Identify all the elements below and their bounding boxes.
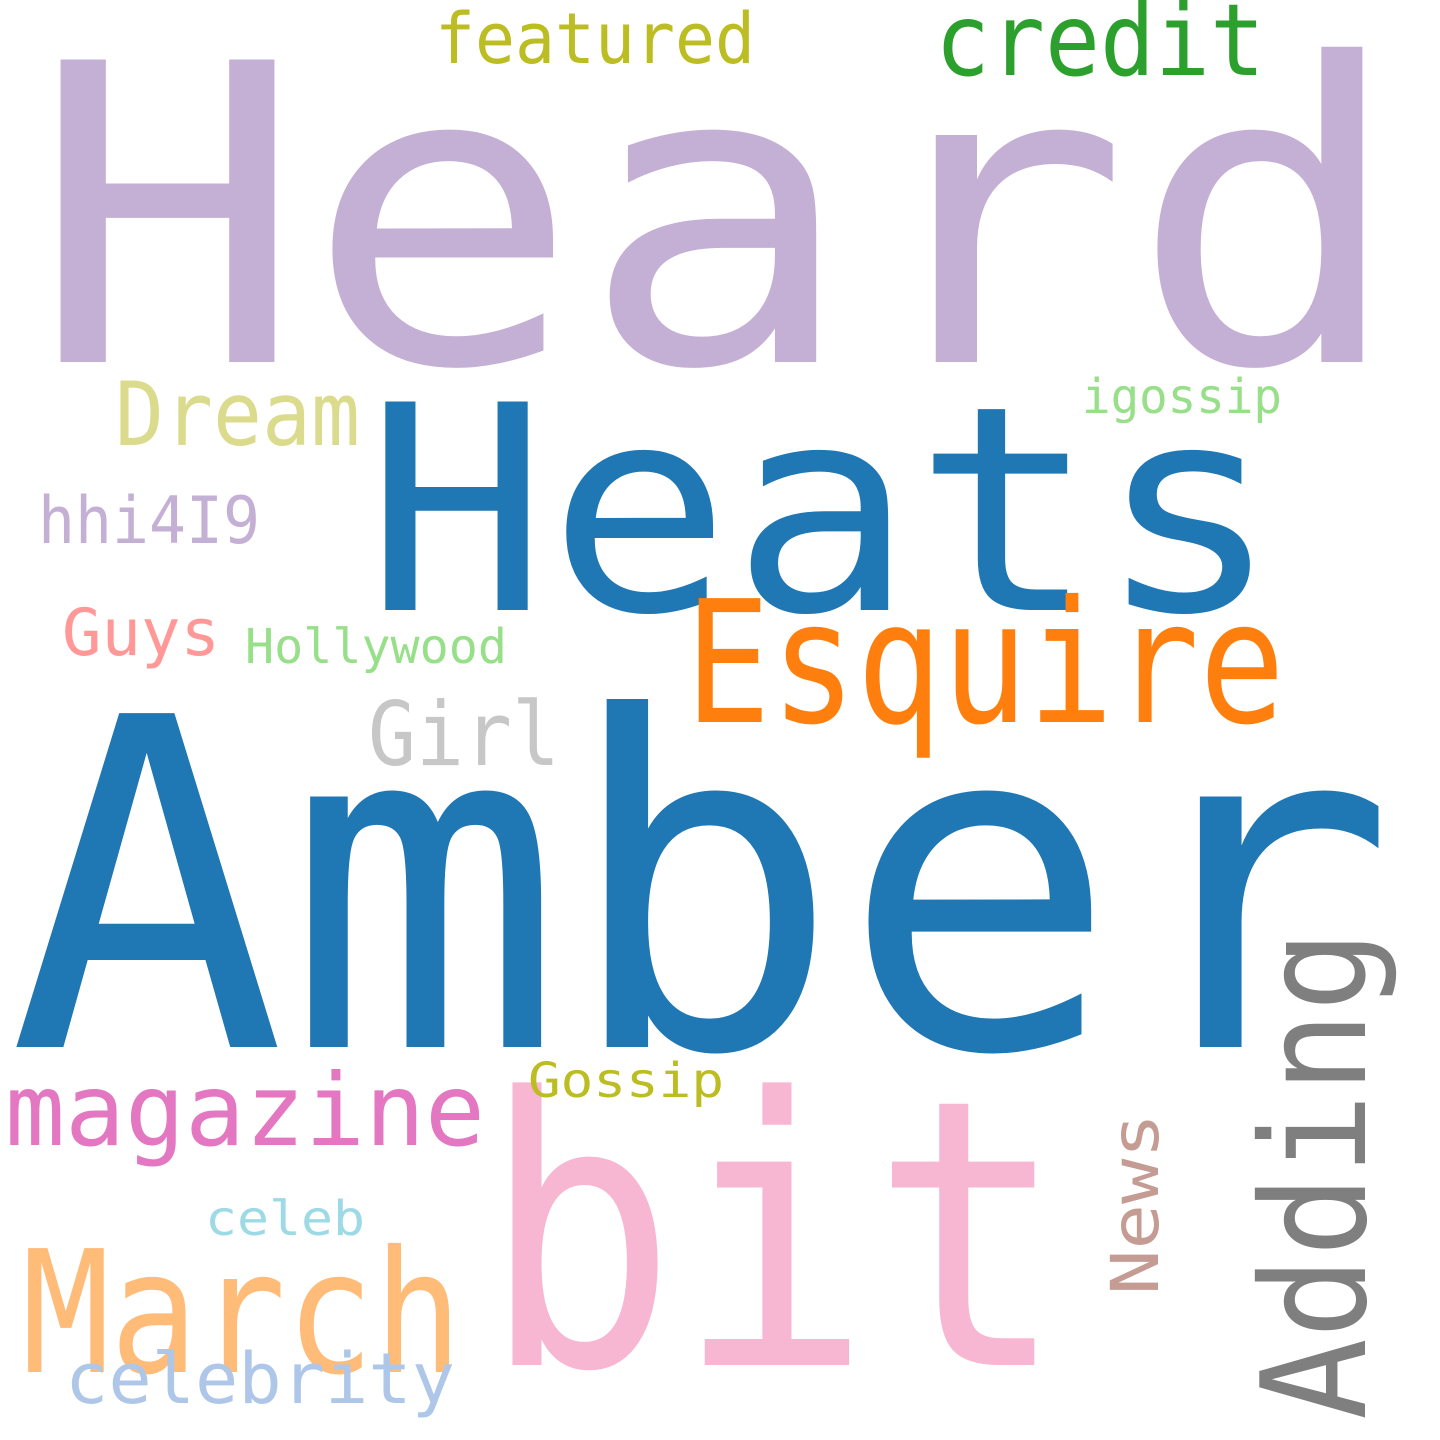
word-gossip: Gossip	[528, 1053, 724, 1109]
word-guys: Guys	[62, 596, 220, 671]
word-heard: Heard	[30, 0, 1405, 460]
word-march: March	[22, 1215, 462, 1413]
word-hhi4i9: hhi4I9	[38, 484, 260, 559]
word-adding: Adding	[1231, 930, 1400, 1420]
word-celebrity: celebrity	[65, 1338, 455, 1420]
word-igossip: igossip	[1082, 369, 1282, 425]
word-dream: Dream	[115, 363, 360, 466]
word-news: News	[1097, 1113, 1174, 1295]
word-magazine: magazine	[5, 1052, 485, 1169]
word-bit: bit	[482, 1020, 1066, 1440]
word-heats: Heats	[365, 346, 1280, 678]
word-esquire: Esquire	[685, 565, 1285, 763]
word-credit: credit	[935, 0, 1265, 99]
word-amber: Amber	[8, 623, 1396, 1156]
word-featured: featured	[435, 0, 755, 80]
word-hollywood: Hollywood	[245, 619, 507, 675]
word-celeb: celeb	[205, 1191, 365, 1247]
word-girl: Girl	[368, 683, 560, 786]
